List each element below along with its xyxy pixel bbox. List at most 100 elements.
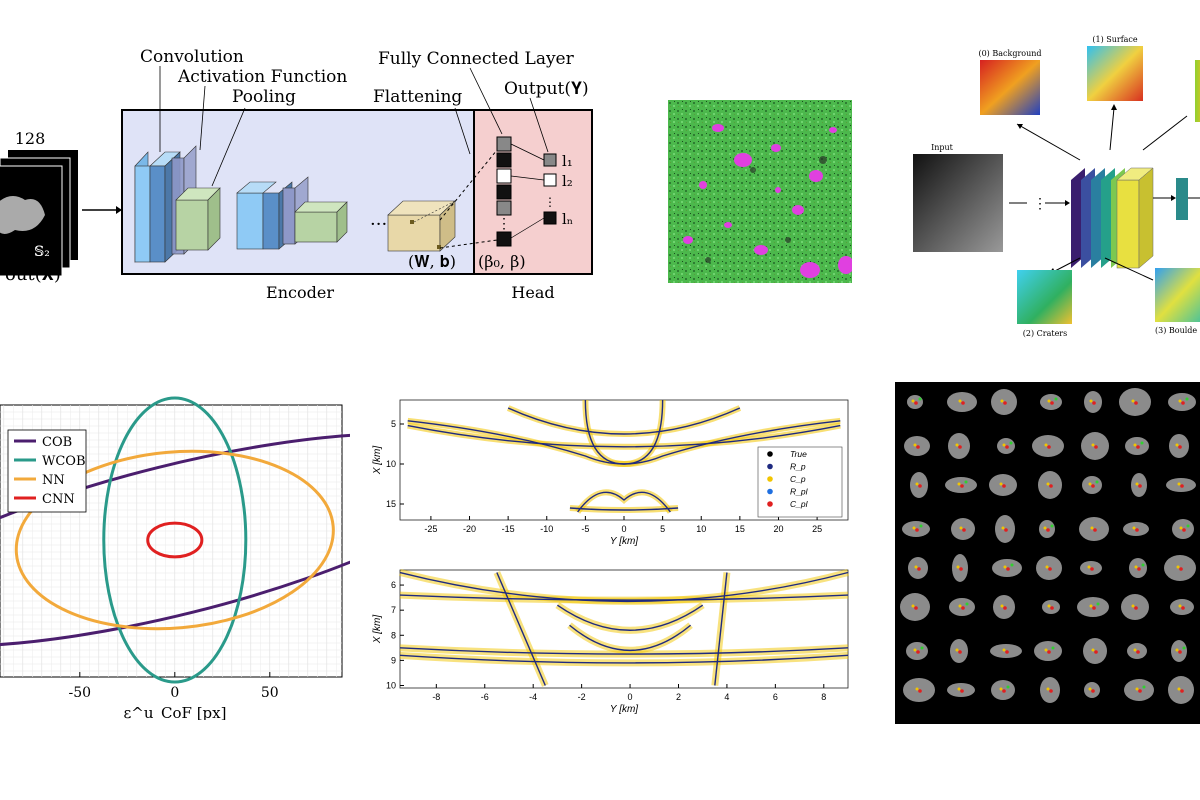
marker-green — [1185, 397, 1189, 401]
marker-red — [917, 567, 921, 571]
flattening-label: Flattening — [373, 87, 462, 107]
y-tick-label: 8 — [391, 630, 396, 640]
marker-green — [1054, 397, 1058, 401]
legend-label: COB — [42, 435, 72, 450]
marker-red — [1182, 528, 1186, 532]
legend-label: NN — [42, 473, 65, 488]
marker-red — [1138, 484, 1142, 488]
marker-yellow — [957, 687, 961, 691]
boulder-regions — [683, 124, 854, 278]
marker-red — [1005, 445, 1009, 449]
pooling-label: Pooling — [232, 87, 296, 107]
ellipse-nn — [14, 449, 335, 631]
marker-green — [919, 524, 923, 528]
marker-yellow — [956, 565, 960, 569]
legend-label: R_p — [790, 462, 806, 472]
marker-yellow — [1088, 482, 1092, 486]
marker-red — [1178, 650, 1182, 654]
marker-yellow — [1045, 565, 1049, 569]
x-tick-label: 5 — [660, 524, 665, 534]
marker-yellow — [1178, 604, 1182, 608]
track-line — [569, 507, 679, 511]
marker-green — [1140, 441, 1144, 445]
activation-label: Activation Function — [177, 67, 347, 87]
encoder-layers — [1071, 167, 1154, 269]
marker-green — [1051, 646, 1055, 650]
marker-red — [960, 484, 964, 488]
x-tick-label: -6 — [481, 692, 489, 702]
track-line — [507, 407, 741, 435]
marker-green — [1095, 480, 1099, 484]
head-label: Head — [511, 283, 554, 302]
marker-yellow — [1047, 399, 1051, 403]
input-image-stack — [0, 150, 78, 277]
marker-yellow — [955, 443, 959, 447]
surface-map — [1087, 46, 1143, 101]
output-label: Output(𝐘) — [504, 79, 589, 99]
background-label: (0) Background — [978, 49, 1041, 58]
x-tick-label: 25 — [812, 524, 822, 534]
marker-yellow — [1176, 565, 1180, 569]
marker-red — [914, 401, 918, 405]
marker-red — [1090, 567, 1094, 571]
marker-red — [1180, 484, 1184, 488]
x-tick-label: 2 — [676, 692, 681, 702]
legend-label: True — [790, 449, 807, 459]
craters-map — [1017, 270, 1072, 324]
marker-yellow — [1001, 526, 1005, 530]
input-image — [913, 154, 1003, 252]
marker-red — [1046, 528, 1050, 532]
y-tick-label: 5 — [391, 419, 396, 429]
x-tick-label: 15 — [735, 524, 745, 534]
x-tick-label: 8 — [821, 692, 826, 702]
encoder-label: Encoder — [266, 283, 334, 302]
surface-segmentation-image — [668, 100, 854, 283]
track-line — [399, 594, 849, 601]
x-tick-label: 20 — [773, 524, 783, 534]
marker-yellow — [1000, 604, 1004, 608]
x-tick-label: -4 — [529, 692, 537, 702]
marker-red — [1050, 606, 1054, 610]
marker-yellow — [913, 443, 917, 447]
marker-green — [1186, 524, 1190, 528]
track-line — [399, 571, 849, 603]
marker-red — [1049, 689, 1053, 693]
marker-red — [1050, 401, 1054, 405]
marker-yellow — [911, 604, 915, 608]
marker-green — [918, 397, 922, 401]
legend-marker — [767, 488, 773, 495]
marker-red — [1093, 528, 1097, 532]
y-tick-label: 6 — [391, 580, 396, 590]
marker-red — [1180, 689, 1184, 693]
x-tick-label: 4 — [724, 692, 729, 702]
marker-yellow — [1046, 687, 1050, 691]
marker-yellow — [1043, 526, 1047, 530]
partial-map — [1195, 60, 1200, 122]
x-tick-label: 0 — [170, 685, 179, 701]
fc-layer-label: Fully Connected Layer — [378, 49, 575, 69]
marker-yellow — [1091, 648, 1095, 652]
marker-yellow — [1047, 604, 1051, 608]
craters-label: (2) Craters — [1023, 329, 1067, 338]
output-ln: lₙ — [562, 210, 573, 228]
segmentation-network-diagram: (0) Background (1) Surface Input ⋮ (2) C… — [905, 30, 1200, 340]
track-line — [569, 624, 692, 651]
marker-red — [1134, 401, 1138, 405]
marker-yellow — [999, 482, 1003, 486]
marker-red — [1136, 650, 1140, 654]
marker-red — [1048, 567, 1052, 571]
marker-yellow — [1135, 482, 1139, 486]
marker-green — [920, 646, 924, 650]
marker-yellow — [1175, 443, 1179, 447]
marker-yellow — [955, 648, 959, 652]
y-axis-label: X [km] — [372, 446, 383, 476]
x-tick-label: 0 — [628, 692, 633, 702]
marker-red — [961, 401, 965, 405]
marker-green — [1142, 685, 1146, 689]
convolution-label: Convolution — [140, 47, 244, 67]
conv-block-1 — [134, 145, 221, 263]
marker-yellow — [1131, 604, 1135, 608]
marker-yellow — [1002, 648, 1006, 652]
marker-red — [1092, 606, 1096, 610]
legend-marker — [767, 501, 773, 507]
